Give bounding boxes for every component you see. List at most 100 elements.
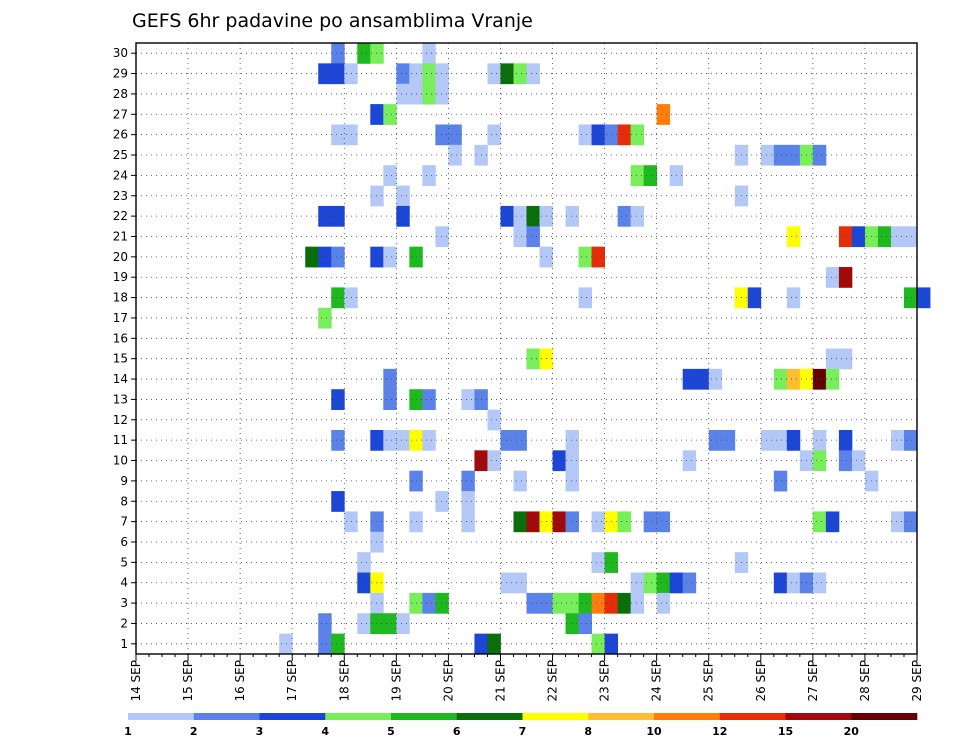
heatmap-cell (630, 592, 645, 614)
heatmap-cell (500, 572, 514, 594)
heatmap-cell (422, 83, 436, 105)
heatmap-cell (526, 205, 540, 227)
legend-label: 10 (646, 725, 662, 738)
legend-label: 2 (190, 725, 198, 738)
x-tick-label: 27 SEP (806, 660, 820, 702)
heatmap-cell (513, 205, 527, 227)
heatmap-cell (435, 83, 449, 105)
heatmap-cell (630, 165, 645, 186)
heatmap-cell (760, 144, 775, 166)
y-tick-label: 2 (120, 616, 128, 630)
y-tick-label: 20 (113, 250, 128, 264)
legend-swatch (719, 713, 786, 720)
legend-label: 7 (519, 725, 527, 738)
heatmap-cell (461, 511, 475, 533)
x-tick-label: 17 SEP (285, 660, 299, 702)
y-tick-label: 26 (113, 128, 128, 142)
heatmap-cell (708, 429, 723, 451)
heatmap-cell (357, 43, 371, 64)
heatmap-cell (331, 633, 345, 655)
heatmap-cell (903, 287, 918, 309)
y-tick-label: 19 (113, 270, 128, 284)
y-tick-label: 9 (120, 474, 128, 488)
heatmap-cell (708, 368, 723, 390)
heatmap-cell (357, 572, 371, 594)
heatmap-cell (435, 124, 449, 146)
heatmap-cell (526, 226, 540, 248)
heatmap-cell (370, 531, 384, 553)
heatmap-cell (812, 572, 827, 594)
y-tick-label: 13 (113, 392, 128, 406)
heatmap-cell (396, 185, 410, 207)
y-axis-ticks: 1234567891011121314151617181920212223242… (113, 46, 136, 651)
heatmap-cell (786, 226, 801, 248)
heatmap-cell (877, 226, 892, 248)
heatmap-cell (786, 429, 801, 451)
heatmap-cell (812, 450, 827, 472)
heatmap-cell (422, 43, 436, 64)
x-tick-label: 23 SEP (598, 660, 612, 702)
y-tick-label: 11 (113, 433, 128, 447)
heatmap-cell (318, 307, 332, 329)
x-tick-label: 22 SEP (546, 660, 560, 702)
heatmap-cell (773, 470, 788, 492)
heatmap-cell (422, 63, 436, 85)
heatmap-cell (565, 205, 579, 227)
heatmap-cell (917, 287, 931, 309)
heatmap-cell (825, 348, 840, 370)
heatmap-cell (370, 572, 384, 594)
heatmap-cell (383, 613, 397, 635)
heatmap-cell (565, 470, 579, 492)
heatmap-cell (422, 389, 436, 410)
heatmap-cell (331, 205, 345, 227)
x-tick-label: 16 SEP (233, 660, 247, 702)
y-tick-label: 16 (113, 331, 128, 345)
y-tick-label: 4 (120, 576, 128, 590)
heatmap-cell (578, 592, 592, 614)
heatmap-cell (461, 491, 475, 512)
heatmap-cell (383, 389, 397, 410)
heatmap-cell (370, 185, 384, 207)
heatmap-cell (513, 63, 527, 85)
heatmap-cell (578, 613, 592, 635)
x-tick-label: 21 SEP (493, 660, 507, 702)
heatmap-cell (552, 592, 566, 614)
heatmap-cell (370, 104, 384, 125)
heatmap-cell (578, 124, 592, 146)
heatmap-cell (903, 429, 918, 451)
heatmap-cell (591, 511, 605, 533)
heatmap-cell (331, 429, 345, 451)
x-tick-label: 18 SEP (337, 660, 351, 702)
heatmap-cell (773, 368, 788, 390)
heatmap-cell (500, 63, 514, 85)
heatmap-cell (578, 287, 592, 309)
heatmap-cell (773, 572, 788, 594)
heatmap-cell (786, 287, 801, 309)
heatmap-cell (331, 43, 345, 64)
heatmap-cell (617, 592, 632, 614)
heatmap-cell (487, 63, 501, 85)
heatmap-cell (461, 389, 475, 410)
heatmap-cell (383, 429, 397, 451)
heatmap-cell (526, 63, 540, 85)
y-tick-label: 27 (113, 107, 128, 121)
heatmap-cell (851, 226, 866, 248)
heatmap-cell (383, 246, 397, 268)
y-tick-label: 30 (113, 46, 128, 60)
legend-label: 5 (387, 725, 395, 738)
legend-label: 12 (712, 725, 727, 738)
heatmap-cell (656, 511, 671, 533)
heatmap-cell (682, 572, 697, 594)
x-tick-label: 15 SEP (181, 660, 195, 702)
heatmap-cell (773, 144, 788, 166)
heatmap-cell (656, 104, 671, 125)
heatmap-cell (591, 552, 605, 573)
legend-swatch (391, 713, 458, 720)
heatmap-cell (513, 429, 527, 451)
heatmap-cell (825, 267, 840, 288)
y-tick-label: 3 (120, 596, 128, 610)
heatmap-cell (344, 124, 358, 146)
x-tick-label: 29 SEP (910, 660, 924, 702)
x-tick-label: 14 SEP (129, 660, 143, 702)
heatmap-cell (786, 144, 801, 166)
